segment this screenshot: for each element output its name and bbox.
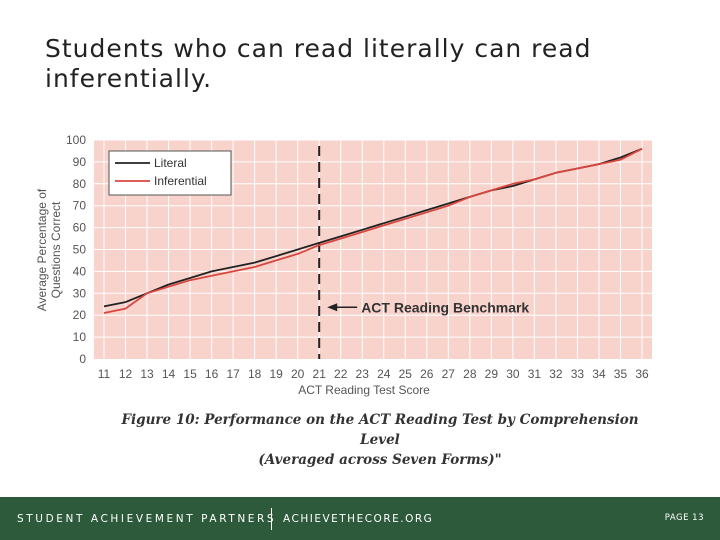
x-tick-label: 29 bbox=[485, 367, 499, 381]
y-tick-label: 30 bbox=[73, 286, 87, 300]
slide-title: Students who can read literally can read… bbox=[45, 34, 685, 94]
footer-bar: STUDENT ACHIEVEMENT PARTNERS ACHIEVETHEC… bbox=[0, 497, 720, 540]
figure-caption-line-1: Figure 10: Performance on the ACT Readin… bbox=[121, 412, 639, 448]
benchmark-arrow-head bbox=[327, 303, 338, 312]
series-line-inferential bbox=[103, 147, 643, 314]
y-tick-label: 80 bbox=[73, 177, 87, 191]
slide-title-line-1: Students who can read literally can read bbox=[45, 34, 592, 63]
legend: Literal Inferential bbox=[108, 150, 232, 196]
x-tick-label: 23 bbox=[356, 367, 370, 381]
figure-caption-line-2: (Averaged across Seven Forms)" bbox=[258, 452, 502, 468]
figure-caption: Figure 10: Performance on the ACT Readin… bbox=[100, 410, 660, 470]
x-tick-label: 14 bbox=[162, 367, 176, 381]
x-tick-label: 15 bbox=[183, 367, 197, 381]
benchmark-annotation: ACT Reading Benchmark bbox=[327, 299, 529, 315]
legend-box bbox=[108, 150, 232, 196]
x-tick-label: 27 bbox=[442, 367, 456, 381]
x-tick-label: 28 bbox=[463, 367, 477, 381]
slide-title-line-2: inferentially. bbox=[45, 64, 213, 93]
x-tick-label: 19 bbox=[269, 367, 283, 381]
legend-label-literal: Literal bbox=[154, 156, 187, 170]
x-tick-label: 13 bbox=[140, 367, 154, 381]
x-tick-label: 34 bbox=[592, 367, 606, 381]
x-tick-label: 31 bbox=[528, 367, 542, 381]
grid-lines bbox=[94, 139, 652, 359]
x-tick-label: 12 bbox=[119, 367, 133, 381]
x-tick-label: 21 bbox=[313, 367, 327, 381]
x-tick-label: 26 bbox=[420, 367, 434, 381]
footer-org-name: STUDENT ACHIEVEMENT PARTNERS bbox=[17, 513, 277, 525]
x-tick-label: 20 bbox=[291, 367, 305, 381]
y-tick-label: 0 bbox=[79, 352, 86, 366]
y-axis-label-line-1: Average Percentage of bbox=[35, 188, 49, 311]
footer-website-link[interactable]: ACHIEVETHECORE.ORG bbox=[283, 513, 434, 525]
x-tick-label: 35 bbox=[614, 367, 628, 381]
benchmark-label: ACT Reading Benchmark bbox=[361, 299, 529, 315]
x-tick-label: 30 bbox=[506, 367, 520, 381]
legend-label-inferential: Inferential bbox=[154, 174, 207, 188]
y-tick-label: 10 bbox=[73, 330, 87, 344]
x-tick-label: 17 bbox=[226, 367, 240, 381]
y-tick-label: 40 bbox=[73, 264, 87, 278]
x-tick-label: 32 bbox=[549, 367, 563, 381]
y-tick-label: 60 bbox=[73, 221, 87, 235]
chart: 0 10 20 30 40 50 60 70 80 90 100 11 12 13 14 15 16 17 18 19… bbox=[35, 133, 652, 397]
footer-divider bbox=[271, 508, 272, 530]
x-tick-label: 25 bbox=[399, 367, 413, 381]
y-axis-label-line-2: Questions Correct bbox=[49, 201, 63, 298]
x-tick-label: 18 bbox=[248, 367, 262, 381]
y-tick-label: 90 bbox=[73, 155, 87, 169]
x-tick-label: 36 bbox=[635, 367, 649, 381]
x-tick-label: 22 bbox=[334, 367, 348, 381]
x-tick-label: 11 bbox=[98, 367, 111, 381]
x-tick-label: 33 bbox=[571, 367, 585, 381]
x-axis-label: ACT Reading Test Score bbox=[298, 383, 430, 397]
footer-page-number: PAGE 13 bbox=[664, 513, 704, 523]
series-lines bbox=[103, 147, 643, 314]
x-tick-label: 16 bbox=[205, 367, 219, 381]
y-tick-label: 20 bbox=[73, 308, 87, 322]
x-tick-label: 24 bbox=[377, 367, 391, 381]
y-tick-label: 70 bbox=[73, 199, 87, 213]
y-tick-label: 100 bbox=[66, 133, 86, 147]
y-tick-label: 50 bbox=[73, 243, 87, 257]
tick-labels: 0 10 20 30 40 50 60 70 80 90 100 11 12 13 14 15 16 17 18 19… bbox=[66, 133, 649, 381]
